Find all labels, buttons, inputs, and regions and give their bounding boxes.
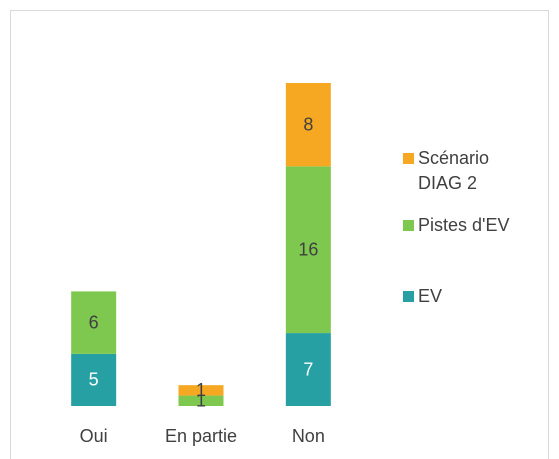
x-tick-label: Oui [80, 426, 108, 446]
x-tick-label: En partie [165, 426, 237, 446]
data-label: 7 [303, 359, 313, 379]
data-label: 16 [298, 239, 318, 259]
data-label: 1 [196, 380, 206, 400]
legend-swatch [403, 291, 414, 302]
data-label: 6 [89, 312, 99, 332]
legend-label: EV [418, 286, 443, 306]
legend-swatch [403, 153, 414, 164]
bar-segment [71, 353, 117, 406]
bar-segment [178, 395, 224, 406]
bar-segment [285, 166, 331, 334]
bar-segment [285, 333, 331, 406]
legend-label: Pistes d'EV [418, 215, 510, 235]
data-label: 1 [196, 391, 206, 411]
bar-segment [285, 83, 331, 167]
bar-segment [71, 291, 117, 354]
x-tick-label: Non [292, 426, 325, 446]
bar-segment [178, 385, 224, 396]
legend-swatch [403, 220, 414, 231]
data-label: 8 [303, 114, 313, 134]
legend-label: Scénario DIAG 2 [418, 148, 490, 193]
data-label: 5 [89, 370, 99, 390]
chart-frame [10, 10, 549, 459]
